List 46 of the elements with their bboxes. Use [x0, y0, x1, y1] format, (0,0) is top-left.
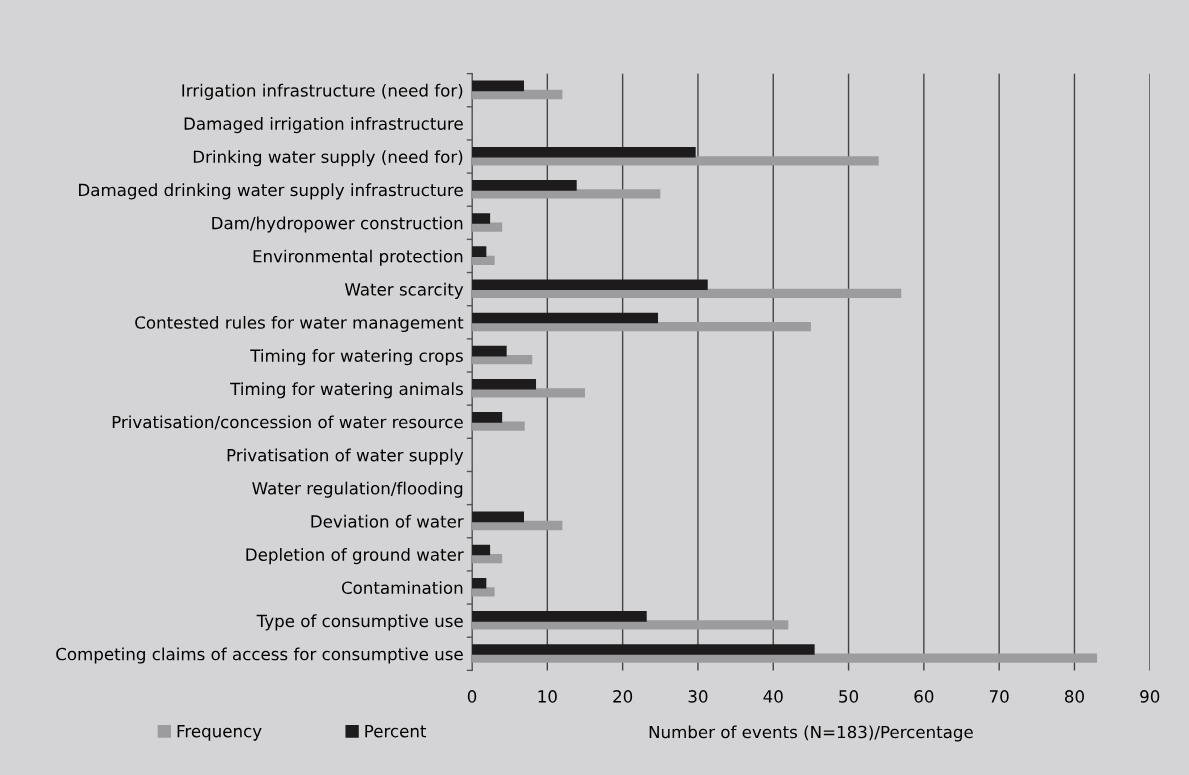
- x-tick-label: 80: [1064, 690, 1084, 703]
- x-axis-title: Number of events (N=183)/Percentage: [649, 725, 973, 742]
- legend-label: Percent: [365, 725, 427, 738]
- y-tick-label: Water scarcity: [344, 282, 464, 299]
- bar: [472, 412, 503, 423]
- bar: [472, 511, 524, 523]
- y-tick-label: Damaged irrigation infrastructure: [184, 117, 463, 134]
- y-tick-label: Dam/hydropower construction: [212, 216, 463, 233]
- x-tick-label: 40: [763, 690, 783, 703]
- y-tick-label: Deviation of water: [311, 514, 464, 528]
- bar: [472, 345, 507, 357]
- x-tick-label: 70: [989, 690, 1009, 703]
- y-tick-label: Privatisation/concession of water resource: [112, 415, 463, 430]
- bar: [472, 611, 647, 622]
- y-tick-label: Type of consumptive use: [256, 614, 463, 631]
- y-tick-label: Privatisation of water supply: [227, 448, 464, 465]
- bar: [472, 246, 487, 257]
- bar: [472, 213, 491, 224]
- legend-label: Frequency: [177, 725, 262, 741]
- x-tick-label: 60: [914, 690, 934, 703]
- x-tick-label: 10: [538, 690, 557, 703]
- y-tick-label: Competing claims of access for consumptive use: [56, 647, 463, 664]
- y-tick-label: Timing for watering crops: [250, 349, 463, 366]
- y-tick-label: Drinking water supply (need for): [193, 150, 463, 167]
- y-tick-label: Depletion of ground water: [246, 548, 464, 565]
- bar: [472, 644, 815, 655]
- x-tick-label: 90: [1140, 690, 1160, 703]
- x-tick-label: 50: [839, 690, 859, 703]
- bar: [472, 80, 524, 92]
- bar: [472, 321, 811, 332]
- y-tick-label: Environmental protection: [253, 249, 463, 266]
- y-tick-label: Water regulation/flooding: [252, 481, 463, 498]
- bar: [472, 288, 902, 299]
- x-tick-label: 30: [688, 690, 708, 703]
- y-tick-label: Timing for watering animals: [230, 382, 463, 399]
- bar: [472, 180, 577, 191]
- bar: [472, 312, 659, 324]
- y-tick-label: Damaged drinking water supply infrastructure: [79, 183, 463, 200]
- y-tick-label: Irrigation infrastructure (need for): [182, 83, 463, 100]
- bar: [472, 279, 708, 291]
- x-tick-label: 20: [613, 690, 633, 703]
- bar: [472, 378, 537, 390]
- y-tick-label: Contested rules for water management: [135, 315, 464, 333]
- bar: [472, 146, 696, 158]
- x-tick-label: 0: [467, 690, 477, 703]
- y-tick-label: Contamination: [341, 581, 463, 595]
